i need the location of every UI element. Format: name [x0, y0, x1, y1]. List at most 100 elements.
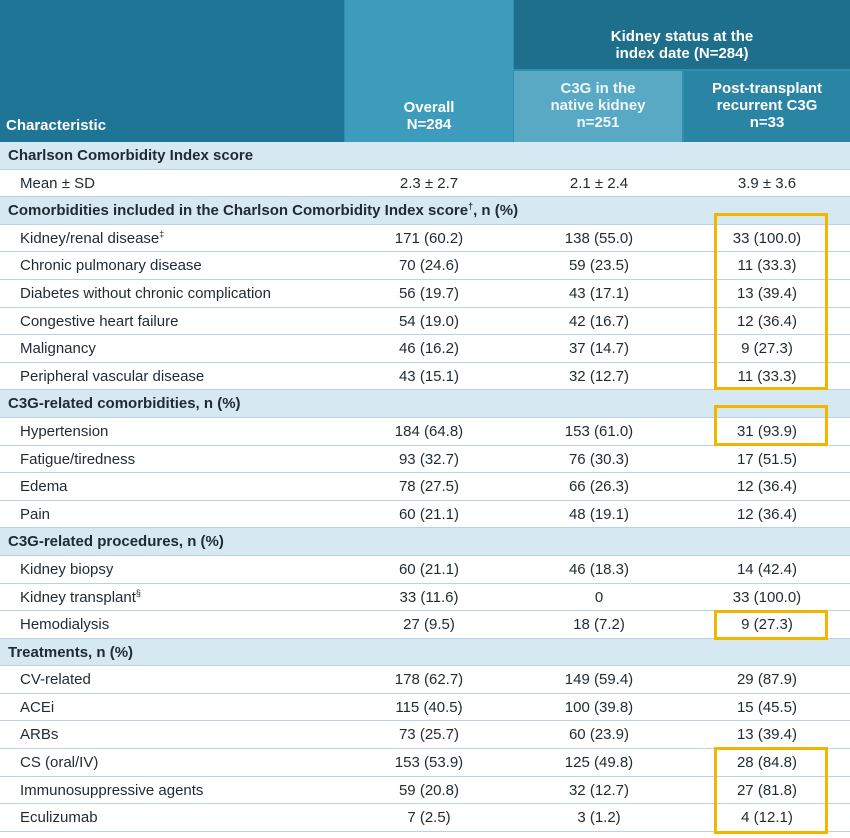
row-label: Kidney transplant§: [20, 584, 141, 612]
native-value: 0: [594, 588, 604, 606]
native-value: 37 (14.7): [568, 340, 630, 358]
table-row: Immunosuppressive agents 59 (20.8) 32 (12.…: [0, 776, 850, 805]
overall-value: 78 (27.5): [398, 478, 460, 496]
table-row: Malignancy 46 (16.2) 37 (14.7) 9 (27.3): [0, 335, 850, 363]
table-row: ARBs 73 (25.7) 60 (23.9) 13 (39.4): [0, 721, 850, 750]
label-text: Malignancy: [20, 340, 96, 358]
post-transplant-value: 11 (33.3): [737, 257, 797, 275]
post-transplant-value: 11 (33.3): [737, 367, 797, 385]
table-row: Kidney transplant§ 33 (11.6) 0 33 (100.0): [0, 583, 850, 612]
section-row: C3G-related procedures, n (%): [0, 528, 850, 556]
header-kidney-status-line2: index date (N=284): [615, 45, 749, 62]
row-label: Edema: [20, 473, 68, 501]
row-label: Kidney biopsy: [20, 556, 113, 584]
header-characteristic-column: [0, 0, 344, 142]
header-post-n: n=33: [749, 114, 785, 131]
table-row: Kidney/renal disease‡ 171 (60.2) 138 (55.0…: [0, 224, 850, 253]
section-label: Comorbidities included in the Charlson C…: [8, 197, 518, 225]
post-transplant-value: 28 (84.8): [736, 754, 798, 772]
header-overall: Overall N=284: [345, 99, 513, 133]
footnote-marker: ‡: [159, 228, 165, 239]
native-value: 59 (23.5): [568, 257, 630, 275]
label-text: Eculizumab: [20, 809, 98, 827]
overall-value: 184 (64.8): [394, 422, 464, 440]
native-value: 60 (23.9): [568, 726, 630, 744]
header-post-line2: recurrent C3G: [716, 97, 818, 114]
section-row: C3G-related comorbidities, n (%): [0, 390, 850, 418]
table-row: CS (oral/IV) 153 (53.9) 125 (49.8) 28 (84.8…: [0, 749, 850, 777]
table-row: Kidney biopsy 60 (21.1) 46 (18.3) 14 (42.4): [0, 555, 850, 584]
post-transplant-value: 31 (93.9): [736, 422, 798, 440]
section-label: C3G-related comorbidities, n (%): [8, 390, 241, 418]
header-kidney-status-group: [514, 0, 850, 69]
label-text: Congestive heart failure: [20, 312, 179, 330]
native-value: 42 (16.7): [568, 312, 630, 330]
table-row: Edema 78 (27.5) 66 (26.3) 12 (36.4): [0, 473, 850, 501]
overall-value: 54 (19.0): [398, 312, 460, 330]
post-transplant-value: 33 (100.0): [732, 229, 802, 247]
section-label: Charlson Comorbidity Index score: [8, 142, 253, 170]
label-text: CS (oral/IV): [20, 754, 99, 772]
native-value: 3 (1.2): [577, 809, 621, 827]
table-row: Hemodialysis 27 (9.5) 18 (7.2) 9 (27.3): [0, 611, 850, 639]
post-transplant-value: 29 (87.9): [736, 671, 798, 689]
label-text: C3G-related procedures, n (%): [8, 533, 224, 551]
row-label: Eculizumab: [20, 804, 98, 832]
native-value: 149 (59.4): [564, 671, 634, 689]
section-label: Treatments, n (%): [8, 639, 133, 667]
native-value: 32 (12.7): [568, 781, 630, 799]
header-post-line1: Post-transplant: [711, 80, 822, 97]
post-transplant-value: 27 (81.8): [736, 781, 798, 799]
overall-value: 43 (15.1): [398, 367, 460, 385]
header-native: C3G in the native kidney n=251: [514, 80, 682, 131]
label-text: Immunosuppressive agents: [20, 781, 204, 799]
label-text: Hemodialysis: [20, 616, 110, 634]
row-label: CS (oral/IV): [20, 749, 98, 777]
post-transplant-value: 12 (36.4): [736, 312, 798, 330]
table-row: Peripheral vascular disease 43 (15.1) 32 (…: [0, 362, 850, 391]
overall-value: 2.3 ± 2.7: [399, 174, 459, 192]
header-kidney-status-line1: Kidney status at the: [610, 28, 754, 45]
post-transplant-value: 14 (42.4): [736, 560, 798, 578]
post-transplant-value: 3.9 ± 3.6: [737, 174, 797, 192]
overall-value: 7 (2.5): [407, 809, 451, 827]
post-transplant-value: 9 (27.3): [741, 340, 793, 358]
table-row: Congestive heart failure 54 (19.0) 42 (16.…: [0, 307, 850, 336]
post-transplant-value: 12 (36.4): [736, 478, 798, 496]
table-row: Hypertension 184 (64.8) 153 (61.0) 31 (93.9…: [0, 417, 850, 446]
label-text: Treatments, n (%): [8, 643, 134, 661]
highlight-box-hypertension: [714, 405, 828, 446]
table-body: Charlson Comorbidity Index score Mean ± S…: [0, 142, 850, 832]
post-transplant-value: 33 (100.0): [732, 588, 802, 606]
row-label: Peripheral vascular disease: [20, 363, 204, 391]
row-label: Kidney/renal disease‡: [20, 225, 164, 253]
label-suffix: , n (%): [473, 202, 519, 220]
row-label: Chronic pulmonary disease: [20, 252, 202, 280]
section-label: C3G-related procedures, n (%): [8, 528, 224, 556]
label-text: Kidney biopsy: [20, 560, 114, 578]
post-transplant-value: 12 (36.4): [736, 505, 798, 523]
table-row: CV-related 178 (62.7) 149 (59.4) 29 (87.9): [0, 666, 850, 694]
native-value: 66 (26.3): [568, 478, 630, 496]
overall-value: 56 (19.7): [398, 284, 460, 302]
post-transplant-value: 13 (39.4): [736, 284, 798, 302]
row-label: Malignancy: [20, 335, 96, 363]
table-row: Pain 60 (21.1) 48 (19.1) 12 (36.4): [0, 500, 850, 529]
overall-value: 153 (53.9): [394, 754, 464, 772]
native-value: 32 (12.7): [568, 367, 630, 385]
label-text: Kidney/renal disease: [20, 229, 160, 247]
row-label: Hypertension: [20, 418, 108, 446]
footnote-marker: §: [135, 587, 141, 598]
row-label: ACEi: [20, 694, 54, 722]
label-text: CV-related: [20, 671, 91, 689]
label-text: Comorbidities included in the Charlson C…: [8, 202, 469, 220]
post-transplant-value: 4 (12.1): [741, 809, 793, 827]
highlight-box-comorbidities: [714, 213, 828, 390]
row-label: Congestive heart failure: [20, 308, 178, 336]
table-row: Mean ± SD 2.3 ± 2.7 2.1 ± 2.4 3.9 ± 3.6: [0, 169, 850, 198]
table-header: Characteristic Overall N=284 Kidney stat…: [0, 0, 850, 142]
native-value: 43 (17.1): [568, 284, 630, 302]
row-label: CV-related: [20, 666, 91, 694]
footnote-marker: †: [468, 201, 474, 212]
post-transplant-value: 9 (27.3): [741, 616, 793, 634]
